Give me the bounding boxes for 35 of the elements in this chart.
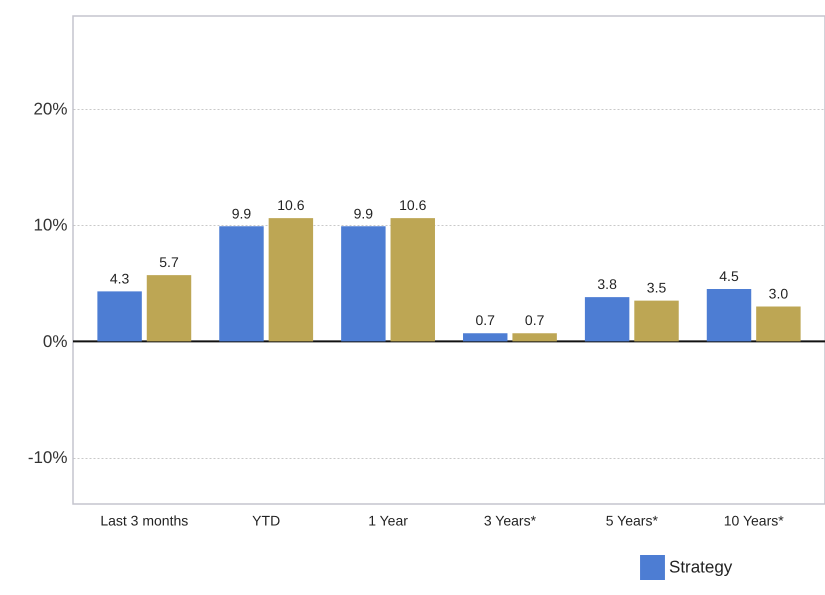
bar (756, 306, 801, 342)
bar (219, 226, 264, 342)
x-tick-label: 5 Years* (606, 512, 658, 528)
x-tick-label: YTD (252, 512, 280, 528)
y-tick-label: 0% (42, 332, 68, 351)
legend-label: Strategy (669, 558, 733, 576)
bar (341, 226, 386, 342)
data-label: 3.5 (646, 280, 666, 296)
bar (97, 291, 142, 342)
data-label: 5.7 (159, 254, 179, 270)
data-label: 4.5 (719, 268, 739, 284)
bar (268, 218, 314, 342)
bar (390, 218, 435, 342)
data-label: 3.0 (768, 285, 788, 302)
bar (146, 275, 192, 342)
data-label: 4.3 (110, 270, 130, 286)
x-tick-label: 10 Years* (724, 512, 784, 528)
bar (584, 297, 630, 342)
data-label: 9.9 (354, 205, 374, 222)
x-tick-label: Last 3 months (100, 512, 188, 528)
data-label: 10.6 (277, 197, 305, 214)
data-label: 3.8 (597, 276, 618, 292)
y-tick-label: 10% (33, 216, 68, 235)
bar (463, 333, 508, 342)
data-label: 10.6 (399, 197, 427, 214)
bar (706, 289, 752, 342)
data-label: 0.7 (524, 312, 545, 328)
y-tick-label: 20% (33, 99, 68, 118)
bar (512, 333, 557, 342)
x-tick-label: 3 Years* (484, 512, 537, 528)
data-label: 0.7 (476, 312, 496, 328)
bar (634, 300, 679, 342)
y-tick-label: -10% (28, 448, 68, 468)
x-tick-label: 1 Year (368, 512, 408, 528)
data-label: 9.9 (232, 205, 252, 222)
